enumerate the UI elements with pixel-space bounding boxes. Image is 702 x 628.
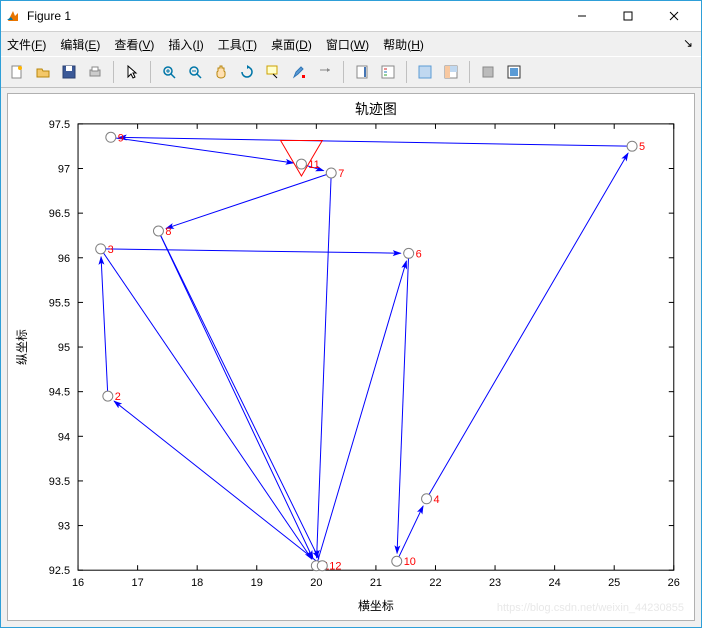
open-icon[interactable] (31, 60, 55, 84)
svg-text:95: 95 (58, 342, 70, 354)
brush-icon[interactable] (287, 60, 311, 84)
figure-area[interactable]: 161718192021222324252692.59393.59494.595… (7, 93, 695, 621)
svg-text:26: 26 (668, 577, 680, 589)
svg-text:3: 3 (108, 244, 114, 256)
svg-text:25: 25 (608, 577, 620, 589)
save-icon[interactable] (57, 60, 81, 84)
menu-view[interactable]: 查看(V) (114, 36, 154, 53)
svg-text:4: 4 (434, 494, 440, 506)
svg-text:94: 94 (58, 431, 70, 443)
svg-text:17: 17 (132, 577, 144, 589)
svg-text:21: 21 (370, 577, 382, 589)
menu-help[interactable]: 帮助(H) (383, 36, 424, 53)
hide-icon[interactable] (476, 60, 500, 84)
zoom-out-icon[interactable] (183, 60, 207, 84)
show-icon[interactable] (502, 60, 526, 84)
toolbar (1, 56, 701, 88)
legend-icon[interactable] (376, 60, 400, 84)
svg-text:97.5: 97.5 (49, 119, 70, 131)
svg-text:24: 24 (549, 577, 561, 589)
layout2-icon[interactable] (439, 60, 463, 84)
datacursor-icon[interactable] (261, 60, 285, 84)
link-icon[interactable] (313, 60, 337, 84)
svg-text:19: 19 (251, 577, 263, 589)
svg-text:5: 5 (639, 141, 645, 153)
svg-text:11: 11 (308, 159, 319, 171)
rotate-icon[interactable] (235, 60, 259, 84)
svg-text:10: 10 (404, 556, 416, 568)
dock-icon[interactable]: ↘ (683, 36, 693, 50)
svg-text:7: 7 (338, 168, 344, 180)
svg-text:9: 9 (118, 132, 124, 144)
svg-text:96: 96 (58, 253, 70, 265)
layout1-icon[interactable] (413, 60, 437, 84)
menu-window[interactable]: 窗口(W) (326, 36, 369, 53)
print-icon[interactable] (83, 60, 107, 84)
svg-text:20: 20 (310, 577, 322, 589)
menubar: 文件(F) 编辑(E) 查看(V) 插入(I) 工具(T) 桌面(D) 窗口(W… (1, 32, 701, 56)
menu-insert[interactable]: 插入(I) (168, 36, 203, 53)
svg-text:18: 18 (191, 577, 203, 589)
colorbar-icon[interactable] (350, 60, 374, 84)
minimize-button[interactable] (559, 1, 605, 31)
menu-tools[interactable]: 工具(T) (218, 36, 257, 53)
svg-text:92.5: 92.5 (49, 565, 70, 577)
matlab-icon (5, 8, 21, 24)
svg-text:97: 97 (58, 164, 70, 176)
svg-text:93.5: 93.5 (49, 476, 70, 488)
menu-file[interactable]: 文件(F) (7, 36, 46, 53)
close-button[interactable] (651, 1, 697, 31)
svg-text:2: 2 (115, 391, 121, 403)
maximize-button[interactable] (605, 1, 651, 31)
svg-text:23: 23 (489, 577, 501, 589)
svg-text:6: 6 (416, 248, 422, 260)
figure-window: Figure 1 文件(F) 编辑(E) 查看(V) 插入(I) 工具(T) 桌… (0, 0, 702, 628)
svg-text:纵坐标: 纵坐标 (15, 329, 29, 365)
menu-edit[interactable]: 编辑(E) (60, 36, 100, 53)
svg-text:96.5: 96.5 (49, 208, 70, 220)
svg-text:93: 93 (58, 521, 70, 533)
svg-text:横坐标: 横坐标 (358, 599, 394, 613)
svg-text:95.5: 95.5 (49, 297, 70, 309)
menu-desktop[interactable]: 桌面(D) (271, 36, 312, 53)
axes[interactable]: 161718192021222324252692.59393.59494.595… (8, 94, 694, 620)
svg-text:22: 22 (429, 577, 441, 589)
svg-text:94.5: 94.5 (49, 387, 70, 399)
new-icon[interactable] (5, 60, 29, 84)
svg-text:8: 8 (165, 226, 171, 238)
pan-icon[interactable] (209, 60, 233, 84)
zoom-in-icon[interactable] (157, 60, 181, 84)
svg-text:轨迹图: 轨迹图 (355, 101, 397, 117)
svg-text:12: 12 (329, 561, 341, 573)
titlebar[interactable]: Figure 1 (1, 1, 701, 32)
window-title: Figure 1 (27, 9, 71, 23)
pointer-icon[interactable] (120, 60, 144, 84)
svg-text:16: 16 (72, 577, 84, 589)
